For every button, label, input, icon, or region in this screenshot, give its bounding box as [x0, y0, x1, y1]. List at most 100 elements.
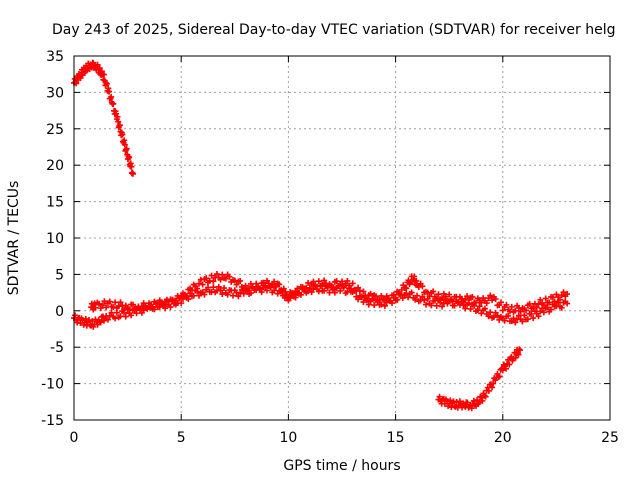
data-point	[267, 284, 274, 291]
data-point	[515, 351, 522, 358]
data-point	[224, 291, 231, 298]
chart-title: Day 243 of 2025, Sidereal Day-to-day VTE…	[52, 22, 615, 38]
data-point	[113, 309, 120, 316]
x-tick-label: 10	[279, 430, 297, 446]
x-tick-label: 15	[387, 430, 405, 446]
data-point	[326, 289, 333, 296]
data-point	[231, 277, 238, 284]
y-axis-label: SDTVAR / TECUs	[6, 181, 22, 296]
data-point	[378, 301, 385, 308]
data-point	[487, 309, 494, 316]
data-point	[97, 319, 104, 326]
data-point	[331, 289, 338, 296]
data-point	[167, 304, 174, 311]
data-point	[535, 301, 542, 308]
data-point	[301, 285, 308, 292]
data-point	[467, 305, 474, 312]
x-ticks: 0 5 10 15 20 25	[70, 56, 619, 446]
data-point	[421, 297, 428, 304]
data-point	[360, 299, 367, 306]
data-point	[226, 273, 233, 280]
data-point	[535, 313, 542, 320]
series-arc-late	[435, 346, 523, 412]
data-point	[171, 297, 178, 304]
data-point	[433, 302, 440, 309]
data-point	[508, 303, 515, 310]
data-point	[446, 291, 453, 298]
data-point	[247, 290, 254, 297]
data-point	[117, 299, 124, 306]
data-point	[453, 399, 460, 406]
data-point	[383, 299, 390, 306]
data-point	[140, 307, 147, 314]
data-point	[137, 305, 144, 312]
data-point	[474, 306, 481, 313]
data-point	[94, 61, 101, 68]
data-point	[101, 71, 108, 78]
data-point	[371, 302, 378, 309]
data-point	[487, 292, 494, 299]
data-point	[123, 145, 130, 152]
data-point	[185, 296, 192, 303]
data-point	[219, 291, 226, 298]
y-tick-label: 10	[46, 231, 64, 247]
data-point	[385, 295, 392, 302]
y-tick-label: 5	[55, 267, 64, 283]
data-point	[548, 306, 555, 313]
data-point	[103, 304, 110, 311]
data-point	[478, 310, 485, 317]
data-point	[255, 283, 262, 290]
data-point	[412, 296, 419, 303]
data-point	[523, 307, 530, 314]
data-point	[115, 118, 122, 125]
data-point	[510, 315, 517, 322]
data-point	[476, 303, 483, 310]
data-point	[222, 275, 229, 282]
data-point	[399, 295, 406, 302]
data-point	[473, 299, 479, 306]
data-point	[147, 301, 154, 308]
data-point	[110, 304, 117, 311]
data-point	[471, 302, 478, 309]
data-point	[469, 293, 476, 300]
data-point	[439, 303, 446, 310]
data-point	[312, 282, 319, 289]
data-point	[235, 293, 242, 300]
data-point	[106, 88, 113, 95]
data-point	[446, 400, 453, 407]
data-point	[435, 291, 442, 298]
data-point	[129, 301, 136, 308]
data-point	[389, 300, 396, 307]
data-point	[551, 298, 558, 305]
data-point	[122, 313, 129, 320]
data-point	[465, 300, 472, 307]
data-point	[281, 294, 288, 301]
y-tick-label: 15	[46, 195, 64, 211]
data-point	[217, 276, 224, 283]
data-point	[458, 298, 465, 305]
data-point	[485, 313, 492, 320]
data-point	[436, 393, 443, 400]
data-point	[462, 305, 469, 312]
data-point	[208, 272, 215, 279]
data-point	[230, 292, 237, 299]
data-point	[210, 278, 217, 285]
x-tick-label: 25	[601, 430, 619, 446]
data-point	[521, 312, 528, 319]
data-point	[468, 405, 475, 412]
data-point	[219, 271, 226, 278]
data-point	[271, 287, 278, 294]
data-point	[349, 280, 356, 287]
data-point	[315, 278, 322, 285]
data-point	[89, 318, 96, 325]
data-point	[564, 300, 571, 307]
data-point	[196, 280, 203, 287]
y-tick-label: -5	[50, 340, 64, 356]
data-point	[242, 282, 249, 289]
data-point	[310, 278, 317, 285]
data-point	[128, 312, 135, 319]
data-point	[113, 110, 120, 117]
data-point	[403, 285, 410, 292]
data-point	[367, 290, 374, 297]
